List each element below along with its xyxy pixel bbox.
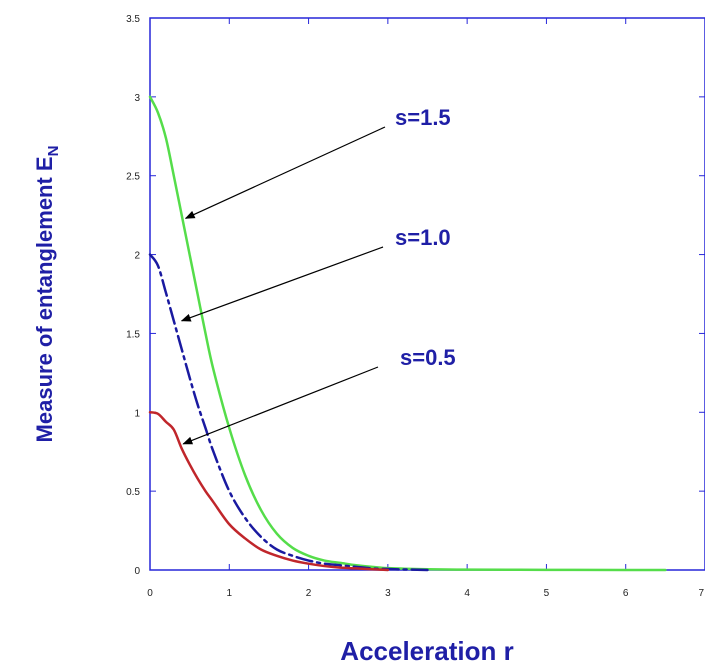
x-tick-label: 5 — [544, 588, 550, 599]
annotation-arrow — [184, 126, 386, 219]
y-tick-label: 2.5 — [126, 172, 140, 183]
annotation-label: s=1.5 — [395, 105, 451, 130]
x-axis-ticks: 0 1 2 3 4 5 6 7 — [147, 18, 705, 599]
x-tick-label: 4 — [464, 588, 470, 599]
y-tick-label: 1 — [134, 408, 140, 419]
x-tick-label: 3 — [385, 588, 391, 599]
annotation-label: s=1.0 — [395, 225, 451, 250]
x-tick-label: 7 — [698, 588, 704, 599]
y-axis-title-subscript: N — [45, 146, 62, 157]
y-tick-label: 0 — [134, 566, 140, 577]
y-axis-title: Measure of entanglement EN — [32, 146, 62, 443]
annotation-arrow — [180, 246, 384, 322]
x-tick-label: 0 — [147, 588, 153, 599]
annotation-layer: s=1.5 s=1.0 s=0.5 — [180, 105, 456, 445]
annotation-arrow — [182, 366, 379, 445]
y-tick-label: 3.5 — [126, 14, 140, 25]
y-tick-label: 2 — [134, 251, 140, 262]
series-line-3 — [148, 411, 390, 572]
y-tick-label: 1.5 — [126, 329, 140, 340]
y-axis-title-main: Measure of entanglement E — [32, 156, 57, 442]
plot-frame — [149, 17, 705, 571]
series-line-1 — [148, 95, 667, 572]
y-axis-ticks: 0 0.5 1 1.5 2 2.5 3 3.5 — [126, 14, 705, 577]
series-line-2 — [148, 253, 429, 572]
x-tick-label: 6 — [623, 588, 629, 599]
series-layer — [148, 95, 667, 572]
x-tick-label: 1 — [227, 588, 233, 599]
y-tick-label: 3 — [134, 93, 140, 104]
x-axis-title: Acceleration r — [340, 636, 513, 666]
x-tick-label: 2 — [306, 588, 312, 599]
annotation-label: s=0.5 — [400, 345, 456, 370]
y-tick-label: 0.5 — [126, 487, 140, 498]
